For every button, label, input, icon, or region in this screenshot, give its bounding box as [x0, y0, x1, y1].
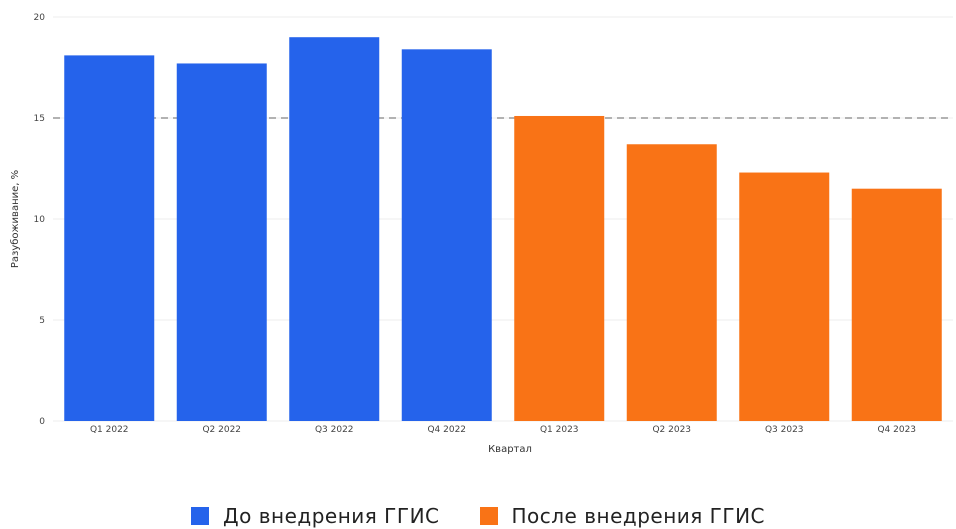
x-tick-label: Q4 2023: [877, 425, 916, 435]
bar: [176, 63, 267, 422]
bar: [514, 115, 605, 421]
bar: [626, 144, 717, 421]
x-tick-label: Q2 2022: [202, 425, 241, 435]
x-axis-ticks: Q1 2022 Q2 2022 Q3 2022 Q4 2022 Q1 2023 Q2 20…: [90, 425, 916, 435]
legend-item-after: После внедрения ГГИС: [479, 504, 766, 528]
y-axis-title: Разубоживание, %: [10, 170, 21, 268]
legend-swatch-before: [191, 507, 209, 525]
y-axis-ticks: 0 5 10 15 20: [34, 13, 46, 427]
bar: [739, 172, 830, 421]
x-tick-label: Q1 2023: [540, 425, 579, 435]
legend-swatch-after: [479, 507, 498, 525]
bar: [401, 49, 492, 421]
x-axis-title: Квартал: [488, 444, 532, 455]
x-tick-label: Q2 2023: [652, 425, 691, 435]
bar: [289, 37, 380, 421]
legend: До внедрения ГГИС После внедрения ГГИС: [0, 503, 956, 529]
y-tick-label: 5: [39, 316, 45, 326]
legend-label-after: После внедрения ГГИС: [511, 504, 765, 528]
bar: [851, 188, 942, 421]
y-tick-label: 15: [34, 114, 45, 124]
bars: [64, 37, 942, 422]
x-tick-label: Q3 2023: [765, 425, 804, 435]
y-tick-label: 20: [34, 13, 46, 23]
bar: [64, 55, 155, 421]
x-tick-label: Q1 2022: [90, 425, 129, 435]
legend-item-before: До внедрения ГГИС: [191, 504, 440, 528]
legend-label-before: До внедрения ГГИС: [223, 504, 440, 528]
x-tick-label: Q3 2022: [315, 425, 354, 435]
y-tick-label: 10: [34, 215, 46, 225]
x-tick-label: Q4 2022: [427, 425, 466, 435]
y-tick-label: 0: [39, 417, 45, 427]
